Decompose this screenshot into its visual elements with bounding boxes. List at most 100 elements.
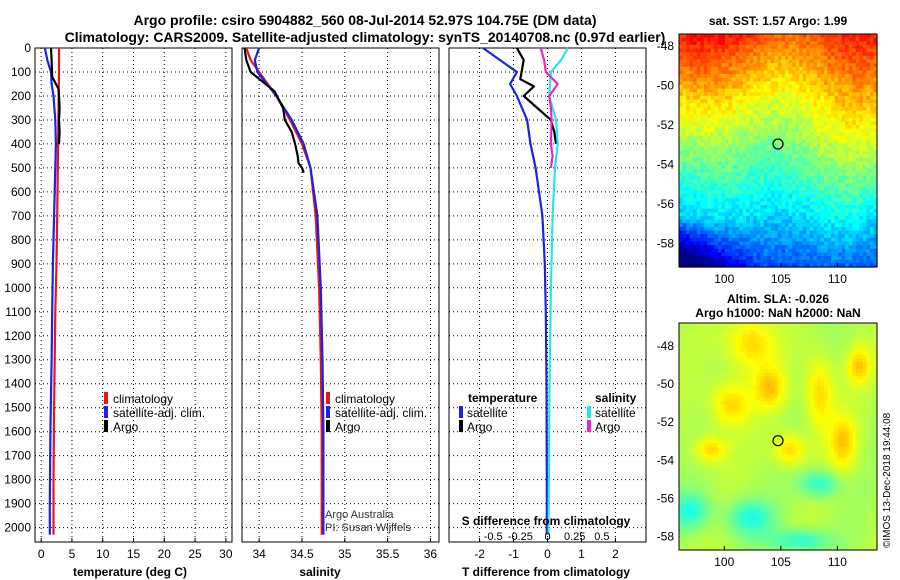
heatmap-cell — [679, 55, 684, 61]
heatmap-cell — [795, 186, 800, 192]
heatmap-cell — [855, 44, 860, 50]
series-line-s-argo — [539, 47, 559, 169]
heatmap-cell — [689, 205, 694, 210]
heatmap-cell — [739, 351, 744, 356]
heatmap-cell — [869, 150, 875, 155]
heatmap-cell — [714, 117, 719, 122]
heatmap-cell — [799, 383, 804, 388]
heatmap-cell — [866, 351, 871, 356]
heatmap-cell — [763, 259, 768, 264]
heatmap-cell — [834, 99, 839, 104]
heatmap-cell — [767, 37, 772, 42]
heatmap-cell — [721, 245, 726, 250]
heatmap-cell — [770, 383, 776, 388]
heatmap-cell — [746, 248, 751, 254]
heatmap-cell — [679, 146, 684, 152]
heatmap-cell — [841, 37, 846, 42]
heatmap-cell — [696, 168, 701, 173]
heatmap-cell — [753, 376, 758, 381]
heatmap-cell — [714, 110, 719, 115]
heatmap-cell — [749, 354, 754, 360]
heatmap-cell — [732, 48, 737, 53]
heatmap-cell — [703, 351, 708, 356]
heatmap-cell — [746, 212, 751, 217]
heatmap-cell — [845, 365, 850, 370]
heatmap-cell — [774, 208, 779, 213]
heatmap-cell — [682, 88, 687, 93]
heatmap-cell — [679, 263, 684, 268]
heatmap-cell — [785, 125, 790, 130]
heatmap-cell — [809, 344, 814, 349]
heatmap-cell — [792, 263, 797, 268]
heatmap-cell — [827, 66, 832, 72]
heatmap-cell — [707, 132, 712, 137]
heatmap-cell — [792, 132, 797, 137]
heatmap-cell — [753, 201, 758, 206]
heatmap-cell — [866, 376, 871, 381]
heatmap-cell — [774, 70, 779, 75]
heatmap-cell — [848, 340, 853, 345]
heatmap-cell — [827, 347, 832, 352]
heatmap-cell — [728, 365, 733, 370]
heatmap-cell — [763, 135, 768, 141]
heatmap-cell — [827, 248, 832, 254]
heatmap-cell — [770, 175, 776, 181]
heatmap-cell — [749, 212, 754, 217]
y-tick-label: 1400 — [4, 377, 31, 391]
heatmap-cell — [679, 77, 684, 82]
heatmap-cell — [742, 330, 747, 335]
heatmap-cell — [855, 383, 860, 388]
heatmap-cell — [724, 125, 730, 130]
heatmap-cell — [848, 259, 853, 264]
heatmap-cell — [785, 154, 790, 159]
heatmap-cell — [714, 201, 719, 206]
heatmap-cell — [710, 197, 715, 203]
heatmap-cell — [774, 386, 779, 391]
heatmap-cell — [717, 52, 723, 57]
heatmap-cell — [813, 333, 818, 338]
heatmap-cell — [778, 379, 783, 384]
heatmap-cell — [809, 125, 814, 130]
heatmap-cell — [852, 263, 857, 268]
heatmap-cell — [778, 95, 783, 101]
heatmap-cell — [799, 194, 804, 199]
heatmap-cell — [873, 241, 878, 246]
heatmap-cell — [848, 128, 853, 133]
heatmap-cell — [792, 216, 797, 221]
heatmap-cell — [742, 337, 747, 342]
heatmap-cell — [831, 186, 836, 192]
heatmap-cell — [785, 212, 790, 217]
heatmap-cell — [802, 362, 807, 367]
heatmap-cell — [873, 337, 878, 342]
heatmap-cell — [838, 44, 843, 50]
heatmap-cell — [710, 41, 715, 46]
heatmap-cell — [756, 88, 761, 93]
heatmap-cell — [714, 230, 719, 235]
heatmap-cell — [855, 337, 860, 342]
heatmap-cell — [717, 143, 723, 148]
heatmap-cell — [760, 186, 765, 192]
heatmap-cell — [774, 99, 779, 104]
heatmap-cell — [823, 110, 829, 115]
heatmap-cell — [838, 157, 843, 163]
heatmap-cell — [774, 234, 779, 239]
heatmap-cell — [767, 143, 772, 148]
heatmap-cell — [735, 263, 740, 268]
heatmap-cell — [852, 256, 857, 261]
heatmap-cell — [799, 168, 804, 173]
heatmap-cell — [714, 354, 719, 360]
heatmap-cell — [827, 55, 832, 61]
heatmap-cell — [742, 256, 747, 261]
heatmap-cell — [823, 351, 829, 356]
heatmap-cell — [735, 117, 740, 122]
heatmap-cell — [795, 347, 800, 352]
heatmap-cell — [724, 372, 730, 377]
heatmap-cell — [721, 190, 726, 195]
heatmap-cell — [732, 340, 737, 345]
heatmap-cell — [820, 125, 825, 130]
heatmap-cell — [689, 84, 694, 90]
heatmap-cell — [778, 121, 783, 126]
heatmap-cell — [700, 37, 705, 42]
heatmap-cell — [746, 52, 751, 57]
heatmap-cell — [735, 157, 740, 163]
